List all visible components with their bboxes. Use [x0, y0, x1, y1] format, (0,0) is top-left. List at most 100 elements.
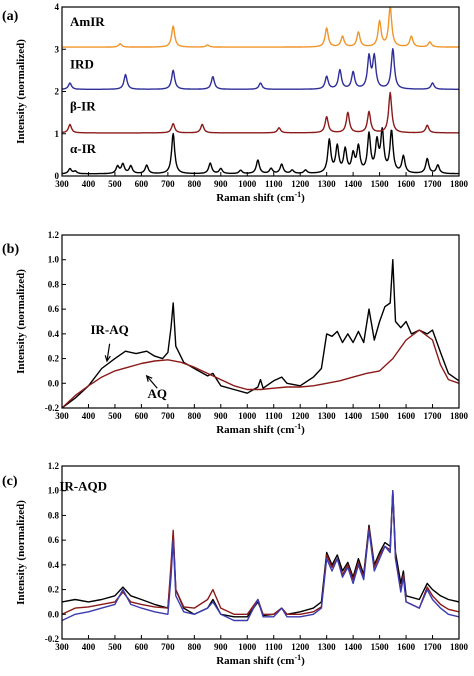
series-label: β-IR	[70, 99, 96, 114]
y-tick-label: 1.2	[48, 461, 60, 471]
plot-frame	[61, 465, 460, 640]
y-tick-label: 1	[55, 129, 60, 139]
y-tick-label: -0.2	[45, 634, 60, 644]
series-line-ir-aq	[62, 259, 459, 408]
x-tick-label: 300	[55, 411, 69, 421]
x-axis-label: Raman shift (cm-1)	[216, 190, 305, 204]
x-tick-label: 600	[135, 179, 149, 189]
y-tick-label: 0.8	[48, 279, 60, 289]
x-tick-label: 500	[108, 179, 122, 189]
panel-3: (c) 300 400 500 600 700 800 900 1000 1100 1200 1300…	[2, 461, 469, 667]
x-tick-label: 1600	[397, 642, 416, 652]
x-tick-label: 1100	[265, 179, 283, 189]
y-tick-label: 2	[55, 87, 60, 97]
annotation-label: AQ	[148, 386, 168, 401]
x-tick-label: 900	[214, 411, 228, 421]
x-tick-label: 600	[135, 642, 149, 652]
panel-label: (c)	[2, 474, 18, 489]
x-tick-label: 300	[55, 179, 69, 189]
x-tick-label: 1200	[291, 642, 310, 652]
series-line-amir	[62, 7, 459, 48]
x-tick-label: 900	[214, 179, 228, 189]
y-tick-label: 0.4	[48, 560, 60, 570]
y-tick-label: 4	[55, 2, 60, 12]
x-tick-label: 1400	[344, 179, 363, 189]
y-tick-label: 0.8	[48, 510, 60, 520]
series-line-1	[62, 490, 459, 618]
plot-area	[62, 259, 459, 408]
y-tick-label: 0.6	[48, 535, 60, 545]
y-tick-label: 0	[55, 171, 60, 181]
y-tick-label: 3	[55, 44, 60, 54]
x-tick-label: 1700	[424, 642, 443, 652]
series-label: IRD	[70, 56, 94, 71]
x-tick-label: 700	[161, 642, 175, 652]
x-tick-label: 300	[55, 642, 69, 652]
x-tick-label: 1800	[450, 411, 469, 421]
x-tick-label: 1000	[238, 411, 257, 421]
series-line-3	[62, 490, 459, 622]
x-tick-label: 1300	[318, 179, 337, 189]
x-tick-label: 600	[135, 411, 149, 421]
x-tick-label: 400	[82, 642, 96, 652]
x-tick-label: 1300	[318, 411, 337, 421]
x-tick-label: 1100	[265, 411, 283, 421]
panel-1: (a) 300 400 500 600 700 800 900 1000 1100 1200 1300…	[2, 2, 469, 204]
x-tick-label: 700	[161, 411, 175, 421]
x-tick-label: 400	[82, 179, 96, 189]
series-line--ir	[62, 91, 459, 134]
y-axis-label: Intensity (normalized)	[15, 39, 27, 144]
panel-label: (b)	[2, 242, 19, 257]
x-tick-label: 800	[188, 642, 202, 652]
plot-area	[62, 490, 459, 622]
y-axis-label: Intensity (normalized)	[15, 500, 27, 605]
x-tick-label: 500	[108, 642, 122, 652]
y-tick-label: -0.2	[45, 403, 60, 413]
x-tick-label: 1100	[265, 642, 283, 652]
x-tick-label: 400	[82, 411, 96, 421]
y-tick-label: 0.0	[48, 378, 60, 388]
y-tick-label: 1.0	[48, 255, 60, 265]
x-tick-label: 1500	[371, 411, 390, 421]
series-line--ir	[62, 127, 459, 175]
x-tick-label: 1700	[424, 179, 443, 189]
x-axis-label: Raman shift (cm-1)	[216, 653, 305, 667]
x-tick-label: 1500	[371, 179, 390, 189]
x-tick-label: 1800	[450, 179, 469, 189]
annotation-arrow	[104, 343, 111, 363]
annotation-arrow	[145, 374, 158, 389]
x-tick-label: 1200	[291, 411, 310, 421]
x-tick-label: 1400	[344, 642, 363, 652]
x-tick-label: 1600	[397, 179, 416, 189]
x-tick-label: 1300	[318, 642, 337, 652]
x-tick-label: 700	[161, 179, 175, 189]
series-label: AmIR	[70, 14, 105, 29]
series-label: α-IR	[70, 141, 97, 156]
x-tick-label: 800	[188, 179, 202, 189]
plot-area	[62, 7, 459, 175]
annotation-label: IR-AQ	[90, 322, 128, 337]
panel-2: (b) 300 400 500 600 700 800 900 1000 1100 1200 1300…	[2, 230, 469, 436]
series-line-ird	[62, 48, 459, 90]
x-tick-label: 1200	[291, 179, 310, 189]
x-tick-label: 1000	[238, 642, 257, 652]
y-tick-label: 0.4	[48, 329, 60, 339]
x-tick-label: 800	[188, 411, 202, 421]
y-tick-label: 1.0	[48, 486, 60, 496]
series-line-aq	[62, 329, 459, 408]
annotation-label: IR-AQD	[59, 479, 107, 494]
x-axis-label: Raman shift (cm-1)	[216, 422, 305, 436]
y-tick-label: 0.2	[48, 585, 60, 595]
x-tick-label: 500	[108, 411, 122, 421]
y-tick-label: 1.2	[48, 230, 60, 240]
x-tick-label: 1600	[397, 411, 416, 421]
y-tick-label: 0.6	[48, 304, 60, 314]
x-tick-label: 1400	[344, 411, 363, 421]
plot-frame	[61, 234, 460, 409]
y-tick-label: 0.2	[48, 354, 60, 364]
y-axis-label: Intensity (normalized)	[15, 269, 27, 374]
x-tick-label: 1700	[424, 411, 443, 421]
y-tick-label: 0.0	[48, 609, 60, 619]
x-tick-label: 1800	[450, 642, 469, 652]
